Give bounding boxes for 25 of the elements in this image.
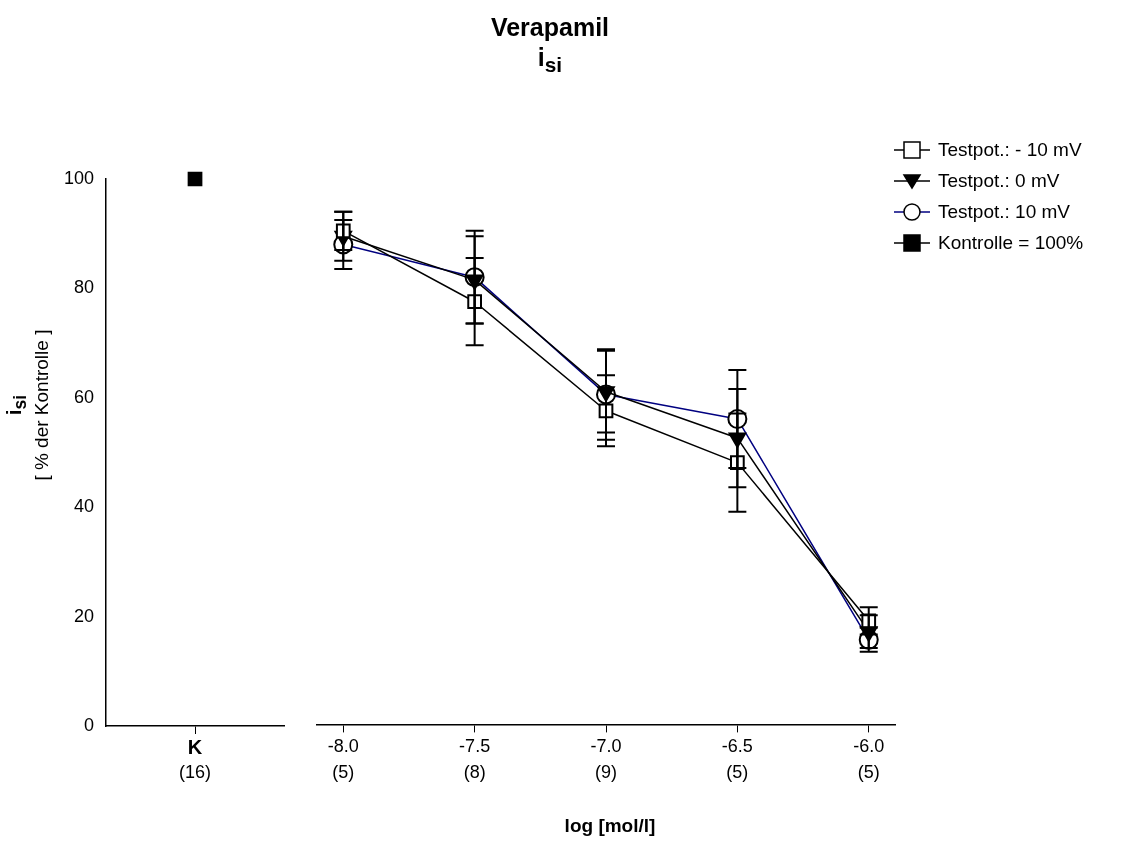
legend-label: Testpot.: 10 mV xyxy=(938,200,1071,224)
text: (16) xyxy=(179,761,212,782)
text: (5) xyxy=(857,761,880,782)
y-tick-label: 20 xyxy=(74,605,95,626)
x-tick-label: -6.5 xyxy=(721,736,753,757)
x-tick-label: -7.0 xyxy=(590,736,622,757)
x-tick-label: -7.5 xyxy=(459,736,491,757)
x-tick-label: -6.0 xyxy=(853,736,885,757)
y-tick-label: 100 xyxy=(63,167,95,188)
chart-title: Verapamil xyxy=(490,13,610,41)
x-tick-label: K xyxy=(187,735,203,758)
x-axis-title: log [mol/l] xyxy=(563,815,657,837)
text: (8) xyxy=(463,761,486,782)
x-tick-label: -8.0 xyxy=(327,736,359,757)
chart-subtitle: i$_{si}$ xyxy=(537,43,563,76)
legend-label: Kontrolle = 100% xyxy=(938,231,1084,255)
text: (5) xyxy=(726,761,749,782)
y-tick-label: 80 xyxy=(74,277,95,298)
legend-label: Testpot.: 0 mV xyxy=(938,169,1060,193)
legend-label: Testpot.: - 10 mV xyxy=(938,138,1082,162)
y-tick-label: 40 xyxy=(74,496,95,517)
y-tick-label: 0 xyxy=(84,714,95,735)
text: (9) xyxy=(595,761,617,782)
y-tick-label: 60 xyxy=(74,386,95,407)
text: (5) xyxy=(332,761,355,782)
